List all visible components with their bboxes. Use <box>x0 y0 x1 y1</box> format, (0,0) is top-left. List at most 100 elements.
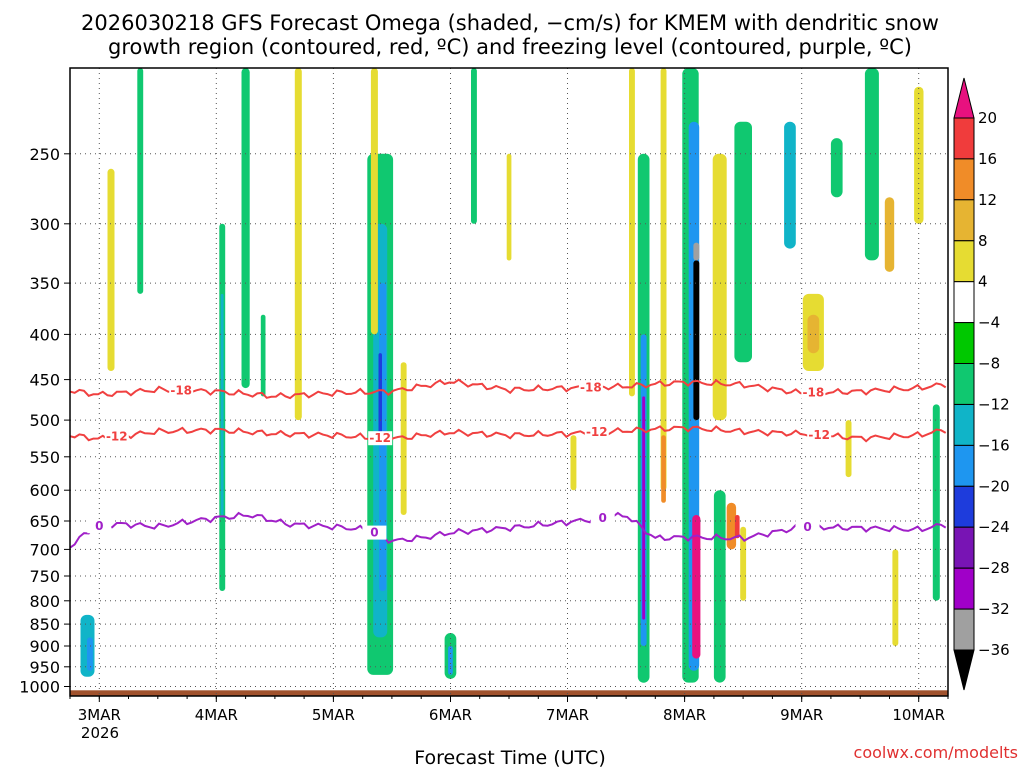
omega-shading-layer <box>80 68 940 683</box>
colorbar-label: −24 <box>978 518 1010 536</box>
colorbar-swatch <box>953 281 975 324</box>
omega-cell <box>726 502 737 550</box>
dgz-contour-label: -12 <box>369 431 391 445</box>
colorbar-swatch <box>953 117 975 160</box>
omega-cell <box>629 68 635 397</box>
omega-cell <box>661 435 666 503</box>
x-tick-label: 8MAR <box>663 706 706 724</box>
y-axis-ticks: 250 300 350 400 450 500 550 600 650 700 750 800 850 9… <box>19 145 70 697</box>
colorbar-label: 8 <box>978 232 988 250</box>
ground-layer <box>70 690 948 696</box>
colorbar-label: −4 <box>978 314 1000 332</box>
colorbar-swatch <box>953 526 975 569</box>
omega-cell <box>693 242 700 261</box>
omega-cell <box>378 353 382 436</box>
omega-cell <box>734 121 752 363</box>
contour-layer: -18 -18 -18 -12 -12 -12 -12 0 0 0 0 <box>70 378 947 549</box>
x-tick-label: 7MAR <box>546 706 589 724</box>
colorbar-label: −8 <box>978 355 1000 373</box>
omega-cell <box>864 68 879 261</box>
omega-cell <box>506 153 512 261</box>
y-tick-label: 850 <box>29 615 60 634</box>
colorbar-label: −12 <box>978 396 1010 414</box>
omega-cell <box>693 260 700 421</box>
dgz-contour-label-bg <box>578 380 603 395</box>
dgz-contour-label-bg <box>169 383 194 398</box>
freezing-level-contour-label: 0 <box>370 526 378 540</box>
freezing-level-contour-label-bg <box>87 519 112 534</box>
omega-cell <box>892 549 899 646</box>
colorbar-label: −20 <box>978 477 1010 495</box>
freezing-level-contour-label-bg <box>590 510 615 525</box>
y-tick-label: 750 <box>29 567 60 586</box>
dgz-contour-label: -12 <box>106 430 128 444</box>
colorbar-swatch <box>953 363 975 405</box>
dgz-contour-label-bg <box>368 431 393 446</box>
x-axis-ticks: 3MAR 4MAR 5MAR 6MAR 7MAR 8MAR 9MAR 10MAR <box>69 696 949 724</box>
omega-cell <box>807 314 820 354</box>
y-tick-label: 700 <box>29 540 60 559</box>
colorbar-label: −36 <box>978 641 1010 659</box>
freezing-level-contour-label: 0 <box>599 511 607 525</box>
freezing-level-contour-label-bg <box>795 519 820 534</box>
omega-cell <box>830 138 843 198</box>
x-tick-label: 4MAR <box>195 706 238 724</box>
colorbar-label: 12 <box>978 191 997 209</box>
dgz-contour-label: -18 <box>580 380 602 394</box>
y-tick-label: 650 <box>29 512 60 531</box>
x-tick-label: 9MAR <box>780 706 823 724</box>
omega-cell <box>884 197 895 272</box>
colorbar-swatch <box>953 567 975 610</box>
y-tick-label: 1000 <box>19 678 60 697</box>
dgz-contour-label-bg <box>584 425 609 440</box>
colorbar-swatch <box>953 322 975 365</box>
omega-cell <box>107 168 115 371</box>
omega-cell <box>845 420 852 478</box>
x-tick-label: 3MAR <box>78 706 121 724</box>
omega-cell <box>400 362 407 515</box>
freezing-level-contour-label: 0 <box>95 519 103 533</box>
plot-area: -18 -18 -18 -12 -12 -12 -12 0 0 0 0 <box>69 67 949 697</box>
omega-cell <box>448 646 453 675</box>
colorbar-label: −32 <box>978 600 1010 618</box>
colorbar-label: 16 <box>978 150 997 168</box>
dgz-contour-label: -12 <box>586 425 608 439</box>
x-tick-label: 5MAR <box>312 706 355 724</box>
colorbar-swatch <box>953 485 975 528</box>
ground-band <box>70 690 948 696</box>
y-tick-label: 450 <box>29 371 60 390</box>
omega-cell <box>294 68 302 421</box>
omega-cell <box>712 153 727 421</box>
dgz-contour-label: -18 <box>803 386 825 400</box>
omega-cell <box>241 68 250 389</box>
colorbar-label: −28 <box>978 559 1010 577</box>
colorbar-swatch <box>953 199 975 242</box>
omega-cell <box>471 68 477 224</box>
dgz-contour-label-bg <box>104 429 129 444</box>
freezing-level-contour-label: 0 <box>803 520 811 534</box>
colorbar-swatch <box>953 608 975 651</box>
dgz-contour-label-bg <box>807 428 832 443</box>
y-tick-label: 600 <box>29 481 60 500</box>
omega-cell <box>370 68 378 335</box>
y-tick-label: 800 <box>29 592 60 611</box>
dgz-contour-label: -18 <box>170 383 192 397</box>
colorbar-label: −16 <box>978 436 1010 454</box>
y-tick-label: 350 <box>29 274 60 293</box>
omega-cell <box>260 314 266 397</box>
omega-cell <box>137 68 144 294</box>
y-tick-label: 250 <box>29 145 60 164</box>
colorbar-swatch <box>953 444 975 487</box>
chart-title-line-2: growth region (contoured, red, ºC) and f… <box>108 35 912 59</box>
credit-text: coolwx.com/modelts <box>854 743 1018 762</box>
colorbar-swatch <box>953 404 975 446</box>
omega-cell <box>713 490 726 683</box>
x-axis-year-label: 2026 <box>81 724 119 742</box>
chart-title-line-1: 2026030218 GFS Forecast Omega (shaded, −… <box>81 11 939 35</box>
x-tick-label: 10MAR <box>892 706 945 724</box>
x-axis-title: Forecast Time (UTC) <box>414 747 605 768</box>
omega-cell <box>570 435 577 491</box>
omega-cell <box>932 404 940 601</box>
colorbar-swatch <box>953 240 975 283</box>
